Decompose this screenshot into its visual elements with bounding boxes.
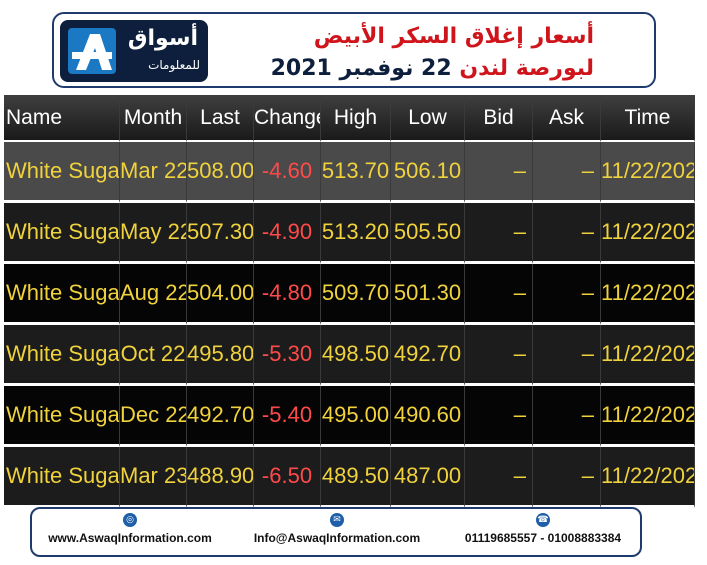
cell-low: 505.50 [391, 203, 465, 264]
cell-last: 504.00s [187, 264, 254, 325]
table-row: White Sugar #5 May 22 507.30s -4.90 513.… [4, 203, 695, 264]
cell-change: -4.60 [254, 142, 321, 203]
cell-ask: – [533, 264, 601, 325]
footer-phone[interactable]: ☎ 01119685557 - 01008883384 [448, 513, 638, 545]
cell-time: 11/22/2021 [601, 142, 695, 203]
col-header-low: Low [391, 95, 465, 142]
cell-month: May 22 [120, 203, 187, 264]
website-link[interactable]: www.AswaqInformation.com [48, 531, 212, 545]
footer-email[interactable]: ✉ Info@AswaqInformation.com [244, 513, 430, 545]
cell-last: 508.00s [187, 142, 254, 203]
cell-high: 489.50 [321, 447, 391, 508]
col-header-bid: Bid [465, 95, 533, 142]
cell-bid: – [465, 203, 533, 264]
cell-ask: – [533, 447, 601, 508]
cell-ask: – [533, 386, 601, 447]
cell-time: 11/22/2021 [601, 264, 695, 325]
phone-numbers[interactable]: 01119685557 - 01008883384 [464, 531, 622, 545]
table-row: White Sugar #5 Mar 23 488.90s -6.50 489.… [4, 447, 695, 508]
cell-name: White Sugar #5 [4, 264, 120, 325]
cell-month: Aug 22 [120, 264, 187, 325]
cell-high: 513.20 [321, 203, 391, 264]
title-exchange: لبورصة لندن [459, 56, 594, 81]
cell-change: -5.30 [254, 325, 321, 386]
cell-change: -5.40 [254, 386, 321, 447]
title-date: 22 نوفمبر 2021 [270, 56, 452, 81]
cell-low: 487.00 [391, 447, 465, 508]
cell-month: Mar 22 [120, 142, 187, 203]
footer-website[interactable]: ◎ www.AswaqInformation.com [40, 513, 220, 545]
cell-last: 488.90s [187, 447, 254, 508]
cell-bid: – [465, 447, 533, 508]
cell-change: -4.90 [254, 203, 321, 264]
email-link[interactable]: Info@AswaqInformation.com [253, 531, 421, 545]
table-row: White Sugar #5 Aug 22 504.00s -4.80 509.… [4, 264, 695, 325]
logo-name: أسواق [127, 26, 198, 51]
cell-time: 11/22/2021 [601, 386, 695, 447]
col-header-month: Month [120, 95, 187, 142]
table-row: White Sugar #5 Oct 22 495.80s -5.30 498.… [4, 325, 695, 386]
cell-high: 513.70 [321, 142, 391, 203]
cell-bid: – [465, 142, 533, 203]
logo-subtitle: للمعلومات [148, 58, 200, 72]
cell-last: 507.30s [187, 203, 254, 264]
cell-ask: – [533, 203, 601, 264]
col-header-high: High [321, 95, 391, 142]
cell-name: White Sugar #5 [4, 325, 120, 386]
logo-a-mark-icon [68, 28, 116, 74]
cell-time: 11/22/2021 [601, 203, 695, 264]
col-header-change: Change [254, 95, 321, 142]
phone-icon: ☎ [536, 513, 550, 527]
contact-footer: ◎ www.AswaqInformation.com ✉ Info@AswaqI… [30, 507, 642, 557]
cell-high: 509.70 [321, 264, 391, 325]
header-card: أسواق للمعلومات أسعار إغلاق السكر الأبيض… [52, 12, 656, 88]
cell-last: 495.80s [187, 325, 254, 386]
col-header-time: Time [601, 95, 695, 142]
prices-table: Name Month Last Change High Low Bid Ask … [4, 95, 695, 508]
table-row: White Sugar #5 Dec 22 492.70s -5.40 495.… [4, 386, 695, 447]
cell-last: 492.70s [187, 386, 254, 447]
cell-name: White Sugar #5 [4, 142, 120, 203]
table-header-row: Name Month Last Change High Low Bid Ask … [4, 95, 695, 142]
col-header-ask: Ask [533, 95, 601, 142]
col-header-name: Name [4, 95, 120, 142]
cell-bid: – [465, 386, 533, 447]
cell-time: 11/22/2021 [601, 447, 695, 508]
cell-name: White Sugar #5 [4, 203, 120, 264]
title-line-2: لبورصة لندن 22 نوفمبر 2021 [271, 56, 594, 81]
cell-change: -4.80 [254, 264, 321, 325]
col-header-last: Last [187, 95, 254, 142]
cell-low: 490.60 [391, 386, 465, 447]
cell-high: 495.00 [321, 386, 391, 447]
cell-high: 498.50 [321, 325, 391, 386]
cell-low: 506.10 [391, 142, 465, 203]
cell-change: -6.50 [254, 447, 321, 508]
cell-bid: – [465, 325, 533, 386]
cell-time: 11/22/2021 [601, 325, 695, 386]
cell-ask: – [533, 142, 601, 203]
table-row: White Sugar #5 Mar 22 508.00s -4.60 513.… [4, 142, 695, 203]
cell-low: 492.70 [391, 325, 465, 386]
cell-bid: – [465, 264, 533, 325]
envelope-icon: ✉ [330, 513, 344, 527]
cell-month: Oct 22 [120, 325, 187, 386]
cell-month: Mar 23 [120, 447, 187, 508]
cell-name: White Sugar #5 [4, 447, 120, 508]
globe-icon: ◎ [123, 513, 137, 527]
aswaq-logo: أسواق للمعلومات [60, 20, 208, 82]
cell-month: Dec 22 [120, 386, 187, 447]
cell-ask: – [533, 325, 601, 386]
title-line-1: أسعار إغلاق السكر الأبيض [313, 24, 594, 49]
cell-name: White Sugar #5 [4, 386, 120, 447]
cell-low: 501.30 [391, 264, 465, 325]
